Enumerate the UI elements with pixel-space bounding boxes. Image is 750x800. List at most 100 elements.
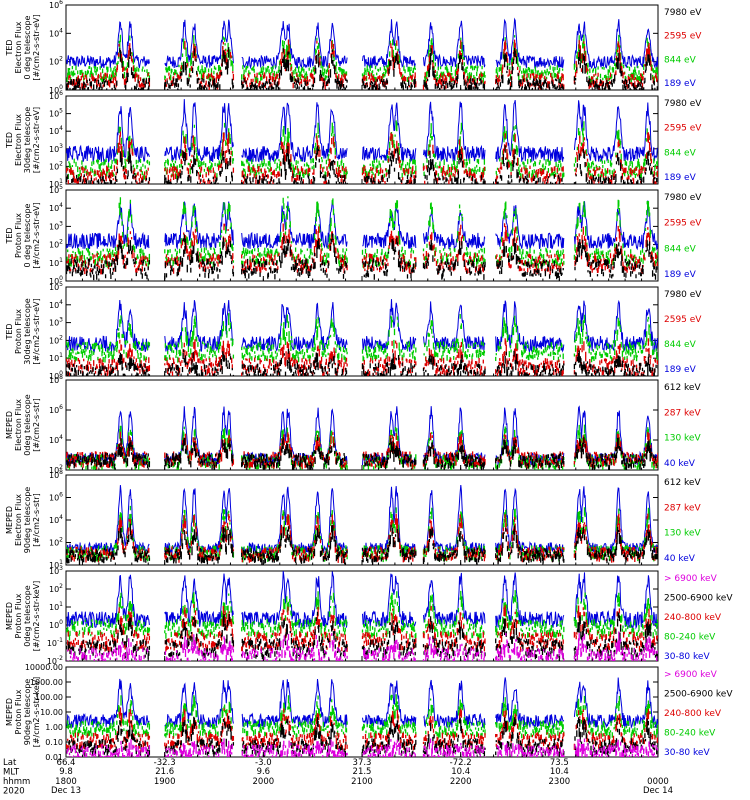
y-axis-label-line: [#/cm2-s-str-eV] — [32, 298, 41, 364]
y-tick-label: 105 — [49, 281, 63, 292]
x-tick-hhmm: 1800 — [55, 777, 77, 787]
legend-entry: 240-800 keV — [664, 709, 722, 719]
series-844-ev — [66, 313, 658, 363]
x-tick-lat: 73.5 — [550, 758, 569, 768]
x-tick-date: Dec 13 — [51, 786, 81, 796]
x-tick-mlt: 21.6 — [155, 767, 174, 777]
legend-entry: 7980 eV — [664, 8, 702, 18]
y-axis-label-line: [#/cm2-s-str-eV] — [32, 14, 41, 80]
y-axis-label-line: Proton Flux — [14, 213, 23, 258]
series-traces — [66, 485, 658, 565]
y-axis-label-line: Electron Flux — [14, 494, 23, 546]
x-tick-hhmm: 2100 — [351, 777, 373, 787]
panel-ted-e-0: 106 104 102 100 TEDElectron Flux0 deg telesc… — [5, 0, 702, 95]
y-axis-label-line: [#/cm2-s-str] — [32, 398, 41, 451]
y-axis-label-line: TED — [5, 132, 14, 149]
series-traces — [66, 99, 658, 184]
y-tick-label: 106 — [49, 0, 63, 10]
legend-entry: 130 keV — [664, 434, 701, 444]
y-tick-label: 10000.00 — [25, 663, 63, 672]
y-tick-label: 108 — [49, 469, 63, 480]
y-tick-label: 102 — [49, 160, 63, 171]
legend-entry: 2500-6900 keV — [664, 594, 733, 604]
series-traces — [66, 405, 658, 470]
legend-entry: 612 keV — [664, 478, 701, 488]
legend-entry: 2595 eV — [664, 219, 702, 229]
y-tick-label: 102 — [49, 239, 63, 250]
y-tick-exponent: 6 — [59, 90, 63, 97]
y-tick-label: 103 — [49, 143, 63, 154]
legend-entry: 844 eV — [664, 244, 697, 254]
series-traces — [66, 17, 658, 90]
x-row-label: 2020 — [3, 787, 25, 797]
y-tick-exponent: 2 — [59, 239, 63, 246]
y-tick-label: 100 — [49, 84, 63, 95]
y-tick-exponent: 0 — [59, 370, 63, 377]
y-tick-exponent: 8 — [59, 374, 63, 381]
y-axis-label-line: Proton Flux — [14, 689, 23, 734]
y-axis-label: MEPEDProton Flux90deg telescope[#/cm2-s-… — [5, 677, 41, 748]
legend-entry: 287 keV — [664, 503, 701, 513]
y-axis-label: TEDElectron Flux0 deg telescope[#/cm2-s-… — [5, 14, 41, 80]
y-tick-label: 103 — [49, 220, 63, 231]
x-tick-mlt: 9.8 — [59, 767, 73, 777]
series-traces — [66, 571, 658, 661]
panel-ted-e-30: 106 105 104 103 102 101 TEDElectron Flux30deg … — [5, 90, 702, 189]
legend-entry: 2595 eV — [664, 315, 702, 325]
x-tick-mlt: 10.4 — [451, 767, 470, 777]
y-tick-exponent: 5 — [59, 108, 63, 115]
plot-frame — [65, 286, 659, 377]
y-tick-label: 10-1 — [47, 637, 63, 648]
y-tick-label: 100 — [49, 275, 63, 286]
legend-entry: 40 keV — [664, 459, 696, 469]
y-axis-label-line: MEPED — [5, 506, 14, 534]
y-axis-label: TEDProton Flux30deg telescope[#/cm2-s-st… — [5, 298, 41, 365]
x-tick-mlt: 9.6 — [257, 767, 271, 777]
y-tick-label: 100 — [49, 370, 63, 381]
y-tick-exponent: 4 — [59, 299, 63, 306]
y-axis-label-line: Proton Flux — [14, 593, 23, 638]
x-row-label: MLT — [3, 768, 20, 778]
y-tick-label: 102 — [49, 537, 63, 548]
y-tick-exponent: -1 — [57, 637, 63, 644]
y-tick-exponent: 3 — [59, 220, 63, 227]
panel-meped-e-90: 108 106 104 102 101 MEPEDElectron Flux90deg t… — [5, 469, 701, 570]
panel-meped-p-90: 10000.00 1000.00 100.00 10.00 1.00 0.10 0.01 ME… — [5, 663, 733, 762]
x-tick-hhmm: 2000 — [253, 777, 275, 787]
y-axis-label: MEPEDElectron Flux0deg telescope[#/cm2-s… — [5, 394, 41, 455]
x-row-label: Lat — [3, 758, 17, 768]
y-tick-exponent: 1 — [59, 257, 63, 264]
series--6900-kev — [66, 631, 658, 661]
y-axis-label: TEDElectron Flux30deg telescope[#/cm2-s-… — [5, 107, 41, 174]
plot-frame — [65, 379, 659, 471]
y-tick-label: 102 — [49, 56, 63, 67]
y-tick-label: 104 — [49, 202, 63, 213]
y-tick-exponent: 2 — [59, 56, 63, 63]
y-axis-label: MEPEDElectron Flux90deg telescope[#/cm2-… — [5, 487, 41, 554]
plot-frame — [65, 474, 659, 566]
legend-entry: 2500-6900 keV — [664, 690, 733, 700]
y-tick-exponent: 3 — [59, 565, 63, 572]
panel-meped-e-0: 108 106 104 102 MEPEDElectron Flux0deg teles… — [5, 374, 701, 475]
y-tick-exponent: 2 — [59, 583, 63, 590]
series-189-ev — [66, 17, 658, 70]
series-612-kev — [66, 437, 657, 470]
x-tick-date: Dec 14 — [643, 786, 673, 796]
y-tick-exponent: 2 — [59, 334, 63, 341]
legend-entry: 844 eV — [664, 340, 697, 350]
y-tick-label: 104 — [49, 299, 63, 310]
y-tick-label: 103 — [49, 317, 63, 328]
y-tick-label: 10-2 — [47, 655, 63, 666]
legend-entry: 7980 eV — [664, 290, 702, 300]
y-axis-label-line: [#/cm2-s-str-eV] — [32, 202, 41, 268]
x-tick-hhmm: 2300 — [549, 777, 571, 787]
y-tick-label: 106 — [49, 90, 63, 101]
y-tick-label: 102 — [49, 464, 63, 475]
y-tick-exponent: 8 — [59, 469, 63, 476]
x-tick-hhmm: 0000 — [647, 777, 669, 787]
y-tick-label: 1.00 — [45, 723, 63, 732]
y-tick-exponent: -2 — [57, 655, 63, 662]
y-tick-label: 101 — [49, 178, 63, 189]
y-tick-exponent: 0 — [59, 84, 63, 91]
